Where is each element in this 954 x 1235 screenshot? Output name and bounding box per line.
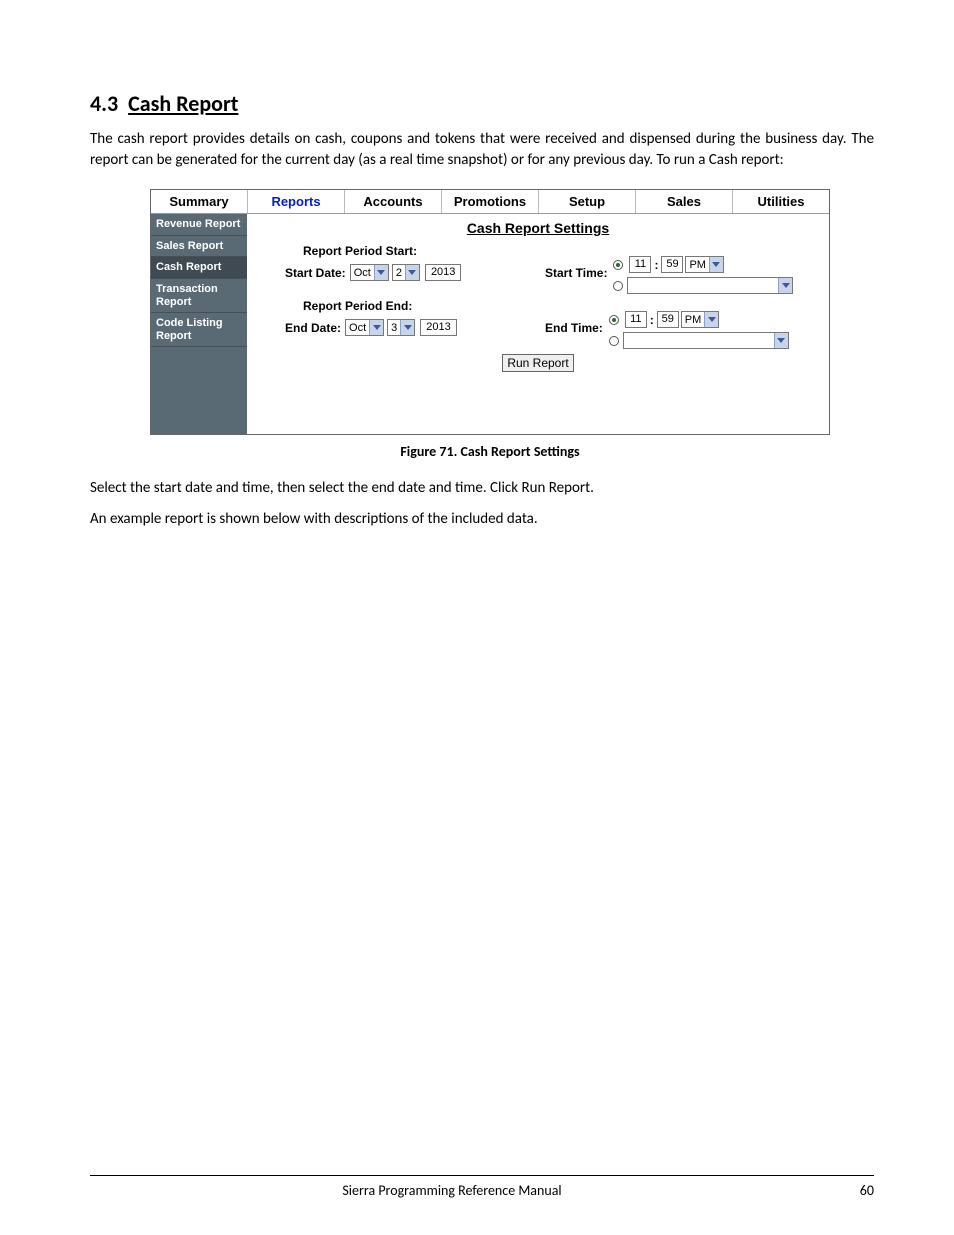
time-colon: : bbox=[653, 258, 659, 272]
chevron-down-icon bbox=[374, 265, 388, 280]
footer-page-number: 60 bbox=[814, 1182, 874, 1199]
end-month-value: Oct bbox=[346, 322, 369, 334]
section-number: 4.3 bbox=[90, 90, 118, 117]
sidebar-item-cash-report[interactable]: Cash Report bbox=[151, 257, 247, 279]
start-time-radio-manual[interactable] bbox=[613, 260, 623, 270]
sidebar-item-revenue-report[interactable]: Revenue Report bbox=[151, 214, 247, 236]
time-colon: : bbox=[649, 313, 655, 327]
end-hour-input[interactable]: 11 bbox=[625, 311, 647, 328]
chevron-down-icon bbox=[369, 320, 383, 335]
footer-title: Sierra Programming Reference Manual bbox=[90, 1182, 814, 1199]
start-day-select[interactable]: 2 bbox=[392, 264, 420, 281]
section-title: Cash Report bbox=[128, 90, 238, 117]
chevron-down-icon bbox=[405, 265, 419, 280]
start-minute-input[interactable]: 59 bbox=[661, 256, 683, 273]
end-row: End Date: Oct 3 2013 End Time: bbox=[285, 319, 821, 336]
sidebar-item-code-listing-report[interactable]: Code Listing Report bbox=[151, 313, 247, 347]
start-month-select[interactable]: Oct bbox=[350, 264, 389, 281]
chevron-down-icon bbox=[709, 257, 723, 272]
start-hour-input[interactable]: 11 bbox=[629, 256, 651, 273]
top-nav: Summary Reports Accounts Promotions Setu… bbox=[151, 190, 829, 214]
end-day-select[interactable]: 3 bbox=[387, 319, 415, 336]
content-title: Cash Report Settings bbox=[255, 220, 821, 236]
figure-caption: Figure 71. Cash Report Settings bbox=[150, 443, 830, 460]
screenshot-container: Summary Reports Accounts Promotions Setu… bbox=[150, 189, 830, 460]
sidebar-item-transaction-report[interactable]: Transaction Report bbox=[151, 279, 247, 313]
start-time-preset-select[interactable] bbox=[627, 277, 793, 294]
end-month-select[interactable]: Oct bbox=[345, 319, 384, 336]
end-ampm-value: PM bbox=[682, 314, 705, 326]
end-minute-input[interactable]: 59 bbox=[657, 311, 679, 328]
start-date-label: Start Date: bbox=[285, 266, 346, 280]
start-day-value: 2 bbox=[393, 267, 405, 279]
run-report-button[interactable]: Run Report bbox=[502, 354, 573, 372]
end-time-label: End Time: bbox=[545, 321, 603, 335]
end-year-input[interactable]: 2013 bbox=[420, 319, 456, 336]
start-year-input[interactable]: 2013 bbox=[425, 264, 461, 281]
side-nav: Revenue Report Sales Report Cash Report … bbox=[151, 214, 247, 434]
tab-setup[interactable]: Setup bbox=[539, 190, 636, 213]
start-time-column: Start Time: 11 : 59 PM bbox=[545, 256, 793, 294]
chevron-down-icon bbox=[778, 278, 792, 293]
tab-utilities[interactable]: Utilities bbox=[733, 190, 829, 213]
instruction-paragraph-1: Select the start date and time, then sel… bbox=[90, 478, 874, 499]
chevron-down-icon bbox=[704, 312, 718, 327]
section-heading: 4.3 Cash Report bbox=[90, 90, 874, 117]
end-day-value: 3 bbox=[388, 322, 400, 334]
intro-paragraph: The cash report provides details on cash… bbox=[90, 129, 874, 171]
chevron-down-icon bbox=[400, 320, 414, 335]
tab-reports[interactable]: Reports bbox=[248, 190, 345, 213]
end-date-label: End Date: bbox=[285, 321, 341, 335]
end-time-radio-preset[interactable] bbox=[609, 336, 619, 346]
start-row: Start Date: Oct 2 2013 Start Time: bbox=[285, 264, 821, 281]
end-time-column: End Time: 11 : 59 PM bbox=[545, 311, 789, 349]
instruction-paragraph-2: An example report is shown below with de… bbox=[90, 509, 874, 530]
end-ampm-select[interactable]: PM bbox=[681, 311, 720, 328]
app-window: Summary Reports Accounts Promotions Setu… bbox=[150, 189, 830, 435]
start-month-value: Oct bbox=[351, 267, 374, 279]
tab-promotions[interactable]: Promotions bbox=[442, 190, 539, 213]
start-ampm-select[interactable]: PM bbox=[685, 256, 724, 273]
start-time-radio-preset[interactable] bbox=[613, 281, 623, 291]
tab-summary[interactable]: Summary bbox=[151, 190, 248, 213]
tab-sales[interactable]: Sales bbox=[636, 190, 733, 213]
start-time-label: Start Time: bbox=[545, 266, 607, 280]
page-footer: Sierra Programming Reference Manual 60 bbox=[90, 1175, 874, 1199]
start-ampm-value: PM bbox=[686, 259, 709, 271]
end-time-radio-manual[interactable] bbox=[609, 315, 619, 325]
sidebar-item-sales-report[interactable]: Sales Report bbox=[151, 236, 247, 258]
chevron-down-icon bbox=[774, 333, 788, 348]
content-panel: Cash Report Settings Report Period Start… bbox=[247, 214, 829, 434]
end-time-preset-select[interactable] bbox=[623, 332, 789, 349]
tab-accounts[interactable]: Accounts bbox=[345, 190, 442, 213]
